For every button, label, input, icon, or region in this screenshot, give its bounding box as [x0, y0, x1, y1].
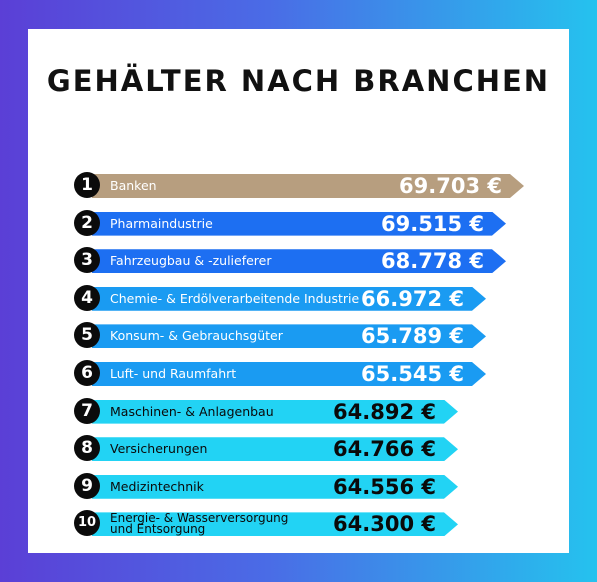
- category-label: Fahrzeugbau & -zulieferer: [110, 253, 272, 269]
- category-label: Maschinen- & Anlagenbau: [110, 403, 274, 419]
- bar: [92, 287, 486, 311]
- chart-row: 6 Luft- und Raumfahrt 65.545 €: [28, 360, 569, 388]
- rank-badge: 6: [74, 360, 100, 386]
- chart-title: GEHÄLTER NACH BRANCHEN: [46, 64, 551, 98]
- category-label: Konsum- & Gebrauchsgüter: [110, 328, 283, 344]
- category-label: Versicherungen: [110, 441, 208, 457]
- bar: [92, 212, 506, 236]
- category-label: Energie- & Wasserversorgung und Entsorgu…: [110, 511, 289, 537]
- chart-row: 8 Versicherungen 64.766 €: [28, 435, 569, 463]
- bar: [92, 437, 458, 461]
- salary-bar-chart: 1 Banken 69.703 € 2 Pharmaindustrie 69.515 € 3…: [28, 29, 569, 553]
- infographic-card: GEHÄLTER NACH BRANCHEN 1 Banken 69.703 € 2 P…: [28, 29, 569, 553]
- bar: [92, 324, 486, 348]
- bar: [92, 475, 458, 499]
- value-label: 69.515 €: [381, 211, 484, 236]
- category-label: Chemie- & Erdölverarbeitende Industrie: [110, 290, 360, 306]
- bar: [92, 174, 524, 198]
- category-label: Luft- und Raumfahrt: [110, 366, 237, 381]
- chart-row: 5 Konsum- & Gebrauchsgüter 65.789 €: [28, 322, 569, 350]
- value-label: 65.545 €: [361, 362, 464, 386]
- chart-row: 2 Pharmaindustrie 69.515 €: [28, 209, 569, 238]
- chart-row: 3 Fahrzeugbau & -zulieferer 68.778 €: [28, 247, 569, 275]
- chart-row: 7 Maschinen- & Anlagenbau 64.892 €: [28, 397, 569, 426]
- chart-row: 1 Banken 69.703 €: [28, 172, 569, 200]
- chart-row: 10 Energie- & Wasserversorgung und Entsor…: [28, 510, 569, 538]
- value-label: 68.778 €: [381, 249, 484, 274]
- bar: [92, 362, 486, 386]
- rank-badge: 10: [74, 510, 100, 537]
- bar: [92, 249, 506, 273]
- rank-badge: 4: [74, 284, 100, 311]
- rank-badge: 1: [74, 172, 100, 198]
- rank-badge: 5: [74, 322, 100, 349]
- value-label: 69.703 €: [399, 174, 502, 198]
- value-label: 64.892 €: [333, 399, 436, 424]
- rank-badge: 2: [74, 209, 100, 236]
- value-label: 64.300 €: [333, 512, 436, 537]
- category-label: Medizintechnik: [110, 478, 204, 494]
- category-label: Pharmaindustrie: [110, 215, 213, 231]
- value-label: 65.789 €: [361, 324, 464, 349]
- bar: [92, 400, 458, 424]
- rank-badge: 7: [74, 397, 100, 424]
- chart-row: 9 Medizintechnik 64.556 €: [28, 472, 569, 501]
- value-label: 64.766 €: [333, 437, 436, 462]
- value-label: 66.972 €: [361, 286, 464, 311]
- bar: [92, 512, 458, 536]
- rank-badge: 3: [74, 247, 100, 274]
- value-label: 64.556 €: [333, 474, 436, 499]
- rank-badge: 9: [74, 472, 100, 499]
- category-label: Banken: [110, 178, 157, 193]
- chart-row: 4 Chemie- & Erdölverarbeitende Industrie 6…: [28, 284, 569, 313]
- rank-badge: 8: [74, 435, 100, 462]
